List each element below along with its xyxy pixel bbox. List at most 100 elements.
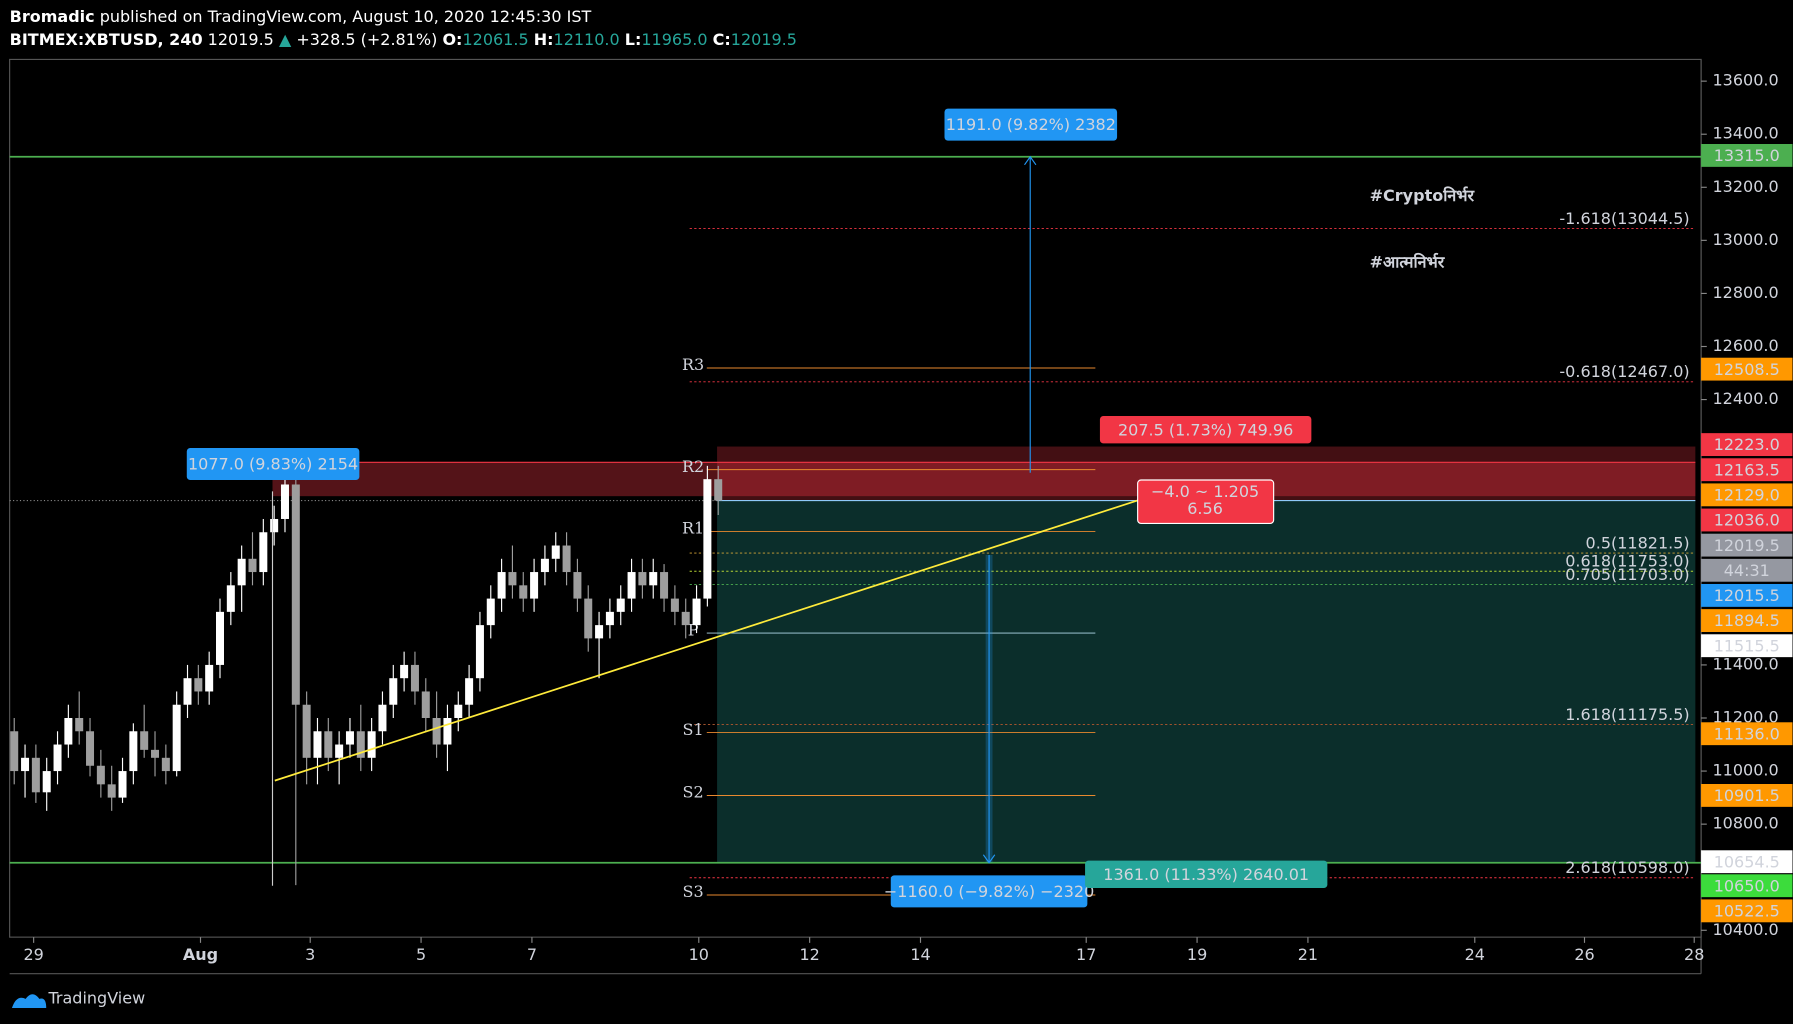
candle-body bbox=[540, 558, 549, 573]
price-badge bbox=[1701, 357, 1793, 381]
pivot-label: R1 bbox=[682, 519, 704, 538]
candle-body bbox=[356, 731, 365, 758]
fib-label: -0.618(12467.0) bbox=[1559, 362, 1689, 381]
candle-body bbox=[280, 484, 289, 519]
candle-body bbox=[313, 731, 322, 758]
candle-body bbox=[465, 678, 474, 705]
time-tick-label: 3 bbox=[305, 945, 315, 964]
label-box bbox=[1085, 860, 1328, 888]
l: 11965.0 bbox=[641, 29, 707, 48]
price-tick-label: 12600.0 bbox=[1713, 336, 1779, 355]
label-text: −1160.0 (−9.82%) −2320 bbox=[884, 882, 1094, 901]
trendline bbox=[274, 499, 1138, 782]
o-key: O: bbox=[442, 29, 462, 48]
candle-body bbox=[584, 598, 593, 639]
candle-body bbox=[96, 765, 105, 785]
price-tick-label: 13400.0 bbox=[1713, 124, 1779, 143]
time-tick-label: 26 bbox=[1574, 945, 1594, 964]
last: 12019.5 bbox=[208, 29, 274, 48]
price-tick-label: 11000.0 bbox=[1713, 761, 1779, 780]
arrow-head bbox=[982, 854, 996, 864]
o: 12061.5 bbox=[462, 29, 528, 48]
ohlc-line: BITMEX:XBTUSD, 240 12019.5 ▲ +328.5 (+2.… bbox=[10, 29, 797, 48]
price-badge bbox=[1701, 609, 1793, 632]
label-text: 1361.0 (11.33%) 2640.01 bbox=[1103, 865, 1309, 884]
header-line: Bromadic published on TradingView.com, A… bbox=[10, 7, 592, 26]
candle-body bbox=[345, 731, 354, 745]
price-badge bbox=[1701, 483, 1793, 507]
candle-body bbox=[367, 731, 376, 758]
fib-label: 1.618(11175.5) bbox=[1565, 705, 1689, 724]
candle-body bbox=[551, 545, 560, 559]
candle-body bbox=[519, 585, 528, 599]
price-badge bbox=[1701, 874, 1793, 898]
candle-body bbox=[335, 744, 344, 758]
price-badge bbox=[1701, 899, 1793, 923]
pivot-label: P bbox=[688, 620, 699, 639]
pivot-label: R2 bbox=[682, 457, 704, 476]
chart-area bbox=[9, 58, 1702, 938]
candle-body bbox=[649, 572, 658, 586]
candle-body bbox=[573, 572, 582, 599]
price-badge-label: 44:31 bbox=[1724, 561, 1770, 580]
watermark: #आत्मनिर्भर bbox=[1370, 252, 1446, 271]
candle-body bbox=[140, 731, 149, 750]
candle-body bbox=[595, 625, 604, 639]
candle-body bbox=[400, 664, 409, 679]
candle-body bbox=[486, 598, 495, 626]
candle-body bbox=[638, 572, 647, 586]
price-badge-label: 11894.5 bbox=[1714, 611, 1780, 630]
candle-body bbox=[660, 572, 669, 599]
price-badge bbox=[1701, 458, 1793, 482]
label-box bbox=[186, 448, 360, 480]
price-badge-label: 12129.0 bbox=[1714, 486, 1780, 505]
candle-body bbox=[302, 704, 311, 758]
pivot-label: S1 bbox=[683, 720, 704, 739]
change: +328.5 (+2.81%) bbox=[296, 29, 437, 48]
price-badge-label: 10901.5 bbox=[1714, 786, 1780, 805]
fib-label: -1.618(13044.5) bbox=[1559, 209, 1689, 228]
price-badge bbox=[1701, 634, 1793, 658]
time-tick-label: 24 bbox=[1465, 945, 1485, 964]
fib-label: 2.618(10598.0) bbox=[1565, 858, 1689, 877]
candle-body bbox=[151, 749, 160, 758]
price-badge-label: 11515.5 bbox=[1714, 636, 1780, 655]
price-badge-label: 10650.0 bbox=[1714, 876, 1780, 895]
pivot-label: S2 bbox=[683, 783, 704, 802]
pivot-label: S3 bbox=[683, 882, 704, 901]
candle-body bbox=[194, 678, 203, 692]
candle-body bbox=[324, 731, 333, 758]
fib-label: 0.705(11703.0) bbox=[1565, 565, 1689, 584]
price-tick-label: 13200.0 bbox=[1713, 177, 1779, 196]
candle-body bbox=[454, 704, 463, 718]
price-badge-label: 12223.0 bbox=[1714, 435, 1780, 454]
label-box bbox=[944, 108, 1118, 141]
price-tick-label: 13000.0 bbox=[1713, 230, 1779, 249]
qty-label: 6.56 bbox=[1187, 499, 1223, 518]
price-tick-label: 13600.0 bbox=[1713, 71, 1779, 90]
candle-body bbox=[605, 611, 614, 626]
price-badge bbox=[1701, 433, 1793, 456]
time-tick-label: 12 bbox=[799, 945, 819, 964]
candle-body bbox=[75, 718, 84, 732]
candle-body bbox=[389, 678, 398, 705]
candle-body bbox=[10, 731, 19, 772]
price-badge-label: 11136.0 bbox=[1714, 724, 1780, 743]
author: Bromadic bbox=[10, 7, 95, 26]
time-tick-label: Aug bbox=[183, 945, 218, 964]
price-badge bbox=[1701, 144, 1793, 167]
candle-body bbox=[107, 784, 116, 798]
fib-label: 0.618(11753.0) bbox=[1565, 552, 1689, 571]
candle-body bbox=[21, 757, 30, 772]
candle-body bbox=[31, 757, 40, 793]
candle-body bbox=[129, 731, 138, 772]
candle-body bbox=[530, 572, 539, 599]
label-text: 1077.0 (9.83%) 2154 bbox=[188, 455, 358, 474]
published: published on TradingView.com, August 10,… bbox=[100, 7, 592, 26]
price-tick-label: 11400.0 bbox=[1713, 654, 1779, 673]
arrow: ▲ bbox=[279, 29, 292, 48]
price-badge-label: 10654.5 bbox=[1714, 852, 1780, 871]
candle-body bbox=[670, 598, 679, 612]
c: 12019.5 bbox=[731, 29, 797, 48]
candle-body bbox=[692, 598, 701, 626]
